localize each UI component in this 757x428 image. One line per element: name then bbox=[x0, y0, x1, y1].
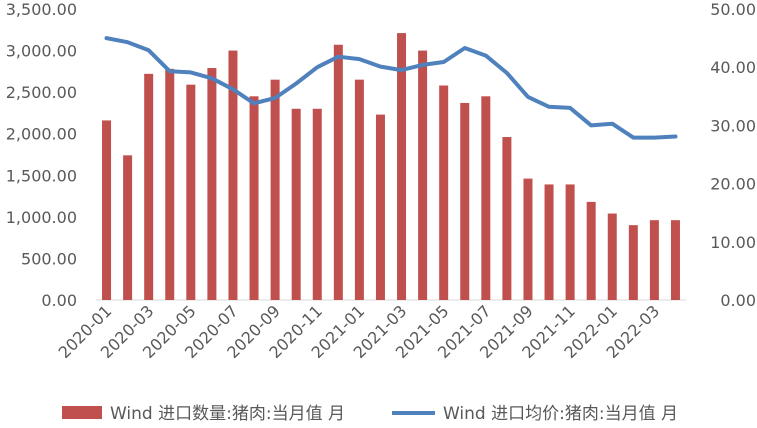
bar bbox=[375, 114, 385, 300]
bar bbox=[312, 108, 322, 301]
y-right-tick-label: 50.00 bbox=[710, 0, 756, 19]
y-left-tick-label: 1,000.00 bbox=[6, 208, 77, 227]
bar bbox=[544, 184, 554, 300]
bar bbox=[418, 50, 428, 301]
bar bbox=[565, 184, 575, 300]
bar bbox=[523, 178, 533, 300]
y-left-axis-ticks: 0.00 500.00 1,000.00 1,500.00 2,000.00 2,500.… bbox=[6, 0, 77, 310]
legend-line-label: Wind 进口均价:猪肉:当月值 月 bbox=[443, 404, 678, 424]
y-right-axis-ticks: 0.00 10.00 20.00 30.00 40.00 50.00 bbox=[710, 0, 756, 310]
bar bbox=[628, 225, 638, 300]
legend: Wind 进口数量:猪肉:当月值 月 Wind 进口均价:猪肉:当月值 月 bbox=[62, 404, 678, 424]
bar bbox=[607, 213, 617, 300]
line-series-path bbox=[104, 36, 678, 140]
bar bbox=[144, 73, 154, 300]
y-left-tick-label: 2,000.00 bbox=[6, 125, 77, 144]
bar bbox=[397, 33, 407, 301]
legend-bar-label: Wind 进口数量:猪肉:当月值 月 bbox=[110, 404, 345, 424]
y-right-tick-label: 20.00 bbox=[710, 175, 756, 194]
y-left-tick-label: 1,500.00 bbox=[6, 166, 77, 185]
y-left-tick-label: 2,500.00 bbox=[6, 83, 77, 102]
line-series bbox=[104, 36, 678, 140]
y-right-tick-label: 10.00 bbox=[710, 233, 756, 252]
y-right-tick-label: 40.00 bbox=[710, 58, 756, 77]
y-left-tick-label: 0.00 bbox=[41, 291, 77, 310]
bar bbox=[649, 220, 659, 300]
y-left-tick-label: 3,000.00 bbox=[6, 42, 77, 61]
bar bbox=[291, 108, 301, 301]
bar bbox=[586, 201, 596, 300]
bar-series bbox=[102, 33, 680, 301]
x-axis-ticks: 2020-012020-032020-052020-072020-092020-… bbox=[55, 301, 664, 362]
bar bbox=[165, 68, 175, 300]
bar bbox=[228, 50, 238, 301]
y-left-tick-label: 500.00 bbox=[21, 249, 77, 268]
bar bbox=[102, 120, 112, 300]
bar bbox=[481, 96, 491, 300]
y-right-tick-label: 0.00 bbox=[720, 291, 756, 310]
bar bbox=[270, 79, 280, 301]
bar bbox=[439, 85, 449, 301]
bar bbox=[249, 96, 259, 300]
bar bbox=[354, 79, 364, 301]
bar bbox=[333, 44, 343, 300]
y-left-tick-label: 3,500.00 bbox=[6, 0, 77, 19]
bar bbox=[186, 84, 196, 300]
y-right-tick-label: 30.00 bbox=[710, 116, 756, 135]
bar bbox=[207, 68, 217, 300]
legend-bar-swatch bbox=[62, 406, 102, 419]
bar bbox=[123, 155, 133, 300]
bar bbox=[670, 220, 680, 300]
bar bbox=[460, 102, 470, 300]
bar bbox=[502, 137, 512, 300]
